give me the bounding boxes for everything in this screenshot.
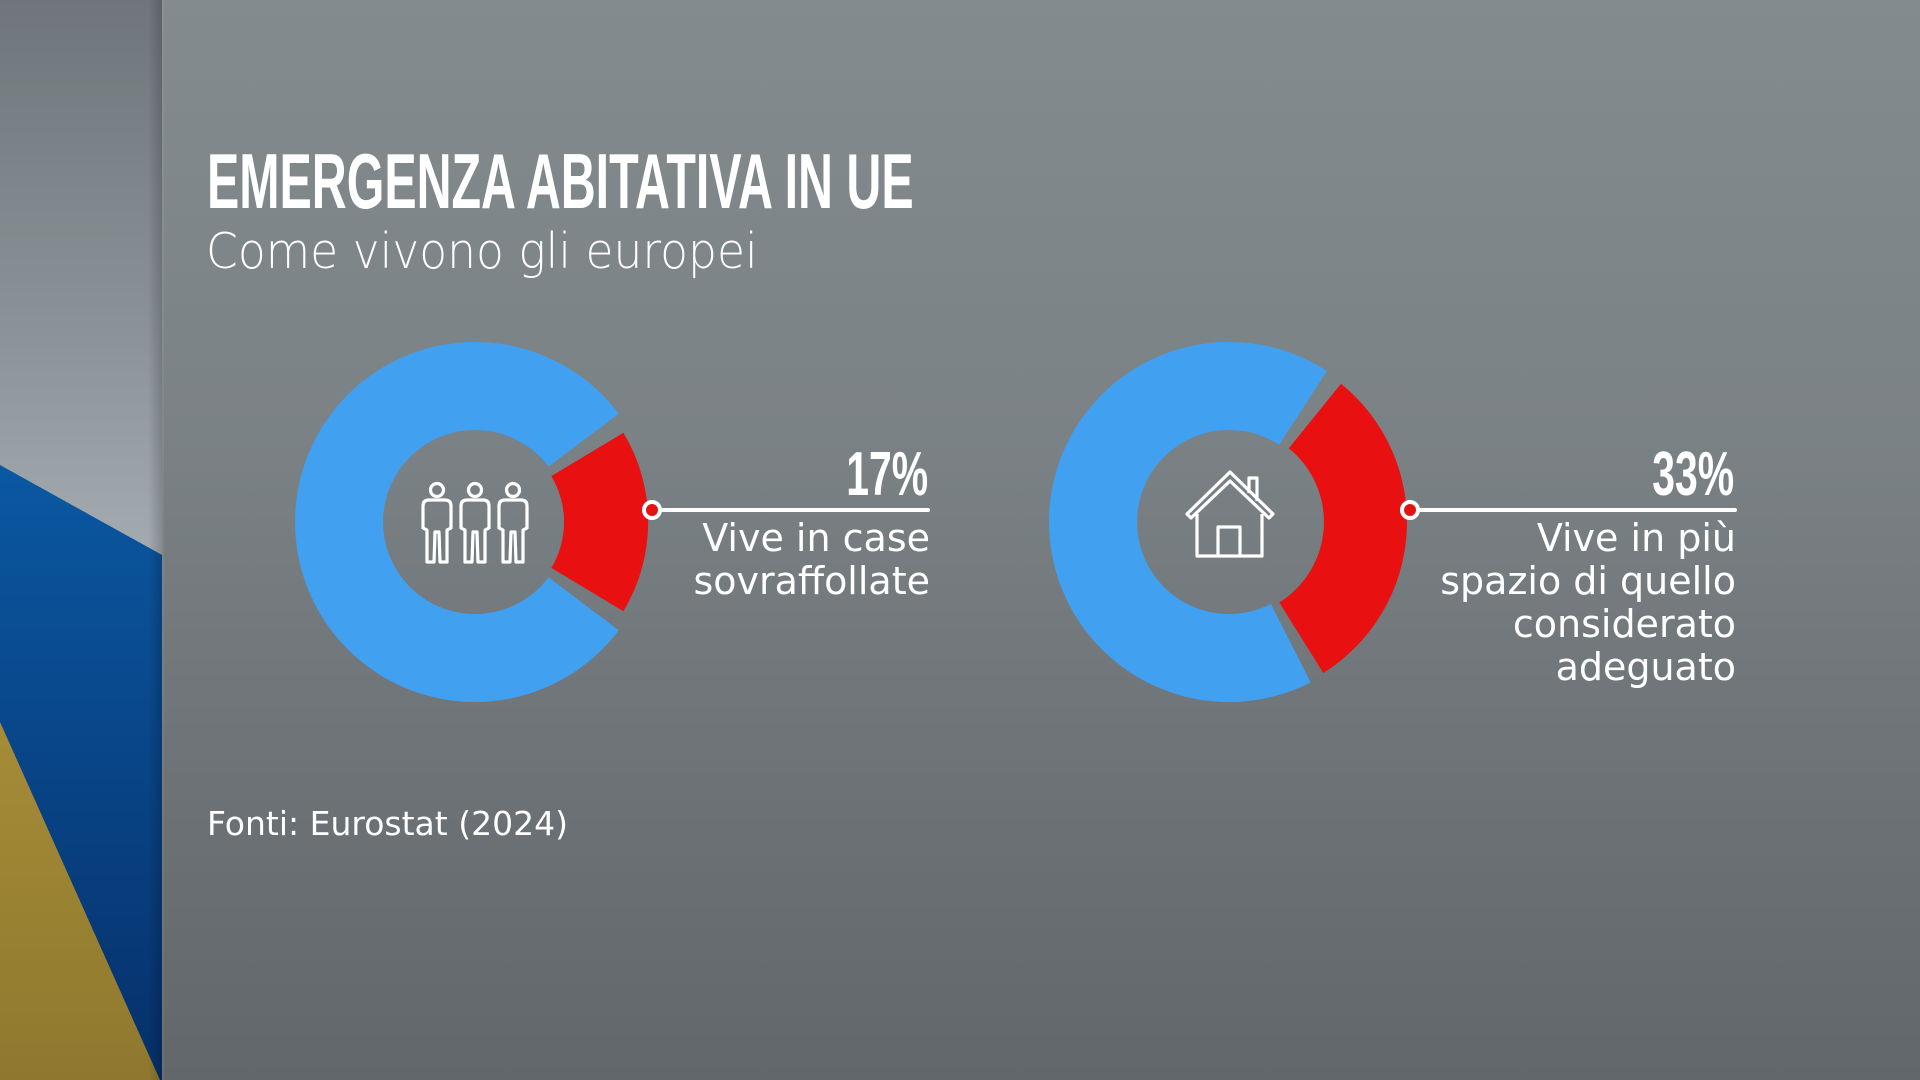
- description-line: Vive in case: [702, 516, 930, 560]
- panel-divider: [162, 0, 164, 1080]
- donut-segment-highlight: [551, 432, 649, 612]
- stat-value-overcrowded: 17%: [846, 440, 928, 509]
- decorative-shapes: [0, 465, 162, 1080]
- decorative-side-panel: [0, 0, 162, 1080]
- source-note: Fonti: Eurostat (2024): [207, 804, 568, 843]
- people-icon: [421, 481, 529, 564]
- leader-dot-2: [1400, 500, 1420, 520]
- stat-value-extra-space: 33%: [1652, 440, 1734, 509]
- page-subtitle: Come vivono gli europei: [206, 223, 758, 280]
- donut-chart-overcrowded: [295, 342, 649, 702]
- description-line: sovraffollate: [693, 559, 930, 603]
- leader-dot-1: [642, 500, 662, 520]
- donut-segment-others: [295, 342, 619, 702]
- house-icon: [1185, 470, 1275, 558]
- page-title: EMERGENZA ABITATIVA IN UE: [207, 137, 914, 225]
- donut-chart-extra-space: [1049, 341, 1407, 702]
- donut-segment-highlight: [1279, 383, 1407, 673]
- description-line: adeguato: [1555, 645, 1736, 689]
- description-line: considerato: [1512, 602, 1736, 646]
- stat-description-overcrowded: Vive in case sovraffollate: [693, 517, 930, 603]
- leader-line-1: [660, 508, 930, 512]
- leader-line-2: [1418, 508, 1737, 512]
- stat-description-extra-space: Vive in più spazio di quello considerato…: [1440, 517, 1736, 689]
- donut-segment-others: [1049, 341, 1327, 702]
- description-line: spazio di quello: [1440, 559, 1736, 603]
- description-line: Vive in più: [1536, 516, 1736, 560]
